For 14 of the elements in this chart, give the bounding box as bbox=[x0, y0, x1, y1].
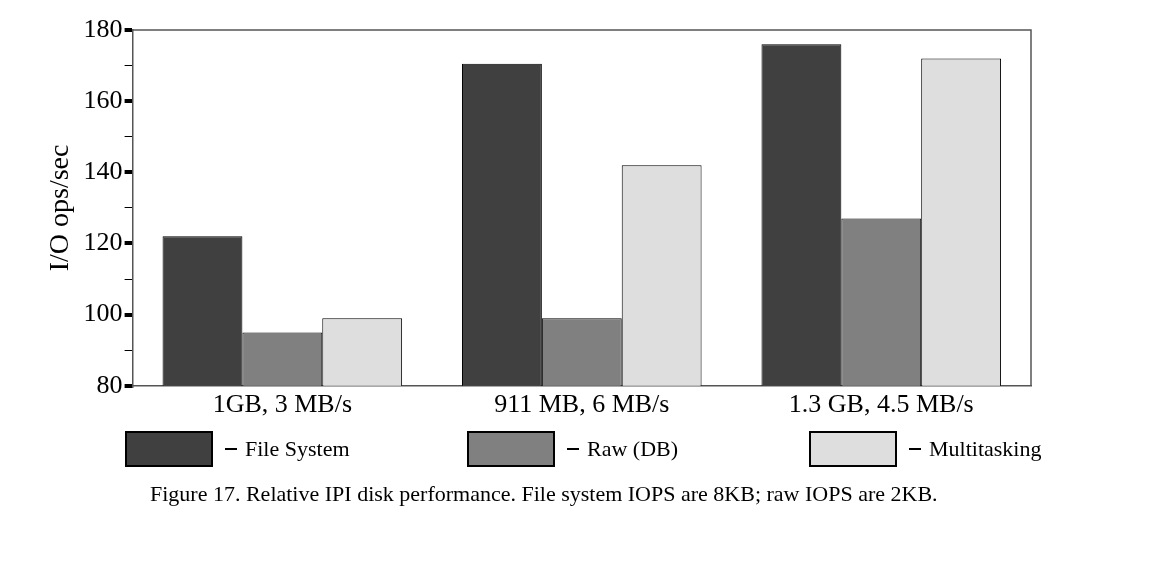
x-tick-label: 911 MB, 6 MB/s bbox=[494, 389, 670, 419]
y-tick-label: 100 bbox=[83, 298, 123, 328]
series-label: File System bbox=[245, 436, 350, 462]
caption: Figure 17. Relative IPI disk performance. File system IOPS are 8KB; raw IOPS are 2KB. bbox=[150, 481, 939, 508]
y-tick-label: 140 bbox=[83, 156, 123, 186]
y-tick-label: 160 bbox=[83, 84, 123, 114]
y-axis-title: I/O ops/sec bbox=[43, 144, 75, 272]
x-tick-label: 1GB, 3 MB/s bbox=[212, 389, 353, 419]
y-tick-label: 120 bbox=[83, 227, 123, 257]
series-label: Multitasking bbox=[929, 436, 1042, 462]
x-tick-label: 1.3 GB, 4.5 MB/s bbox=[788, 389, 974, 419]
y-tick-label: 180 bbox=[83, 13, 123, 43]
y-tick-label: 80 bbox=[96, 369, 123, 399]
series-label: Raw (DB) bbox=[587, 436, 679, 462]
